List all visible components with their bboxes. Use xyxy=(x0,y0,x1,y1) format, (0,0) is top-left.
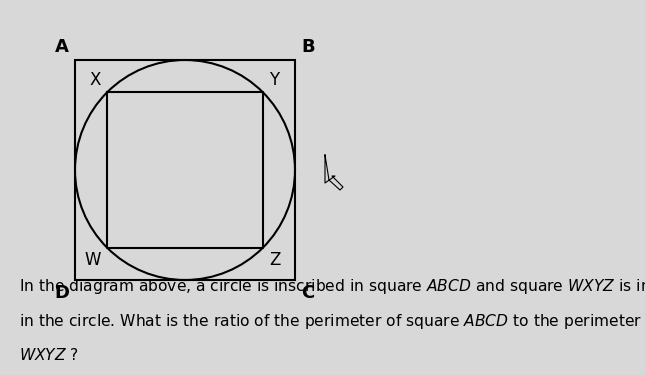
Text: X: X xyxy=(90,70,101,88)
Text: W: W xyxy=(84,251,101,269)
Text: B: B xyxy=(301,38,315,56)
Text: C: C xyxy=(301,284,315,302)
Text: In the diagram above, a circle is inscribed in square $\mathit{ABCD}$ and square: In the diagram above, a circle is inscri… xyxy=(19,278,645,297)
Text: $\mathit{WXYZ}$ ?: $\mathit{WXYZ}$ ? xyxy=(19,346,79,363)
Text: in the circle. What is the ratio of the perimeter of square $\mathit{ABCD}$ to t: in the circle. What is the ratio of the … xyxy=(19,312,645,331)
Text: Z: Z xyxy=(269,251,280,269)
Text: A: A xyxy=(55,38,69,56)
Text: Y: Y xyxy=(269,70,279,88)
Text: D: D xyxy=(54,284,70,302)
Bar xyxy=(75,60,295,280)
